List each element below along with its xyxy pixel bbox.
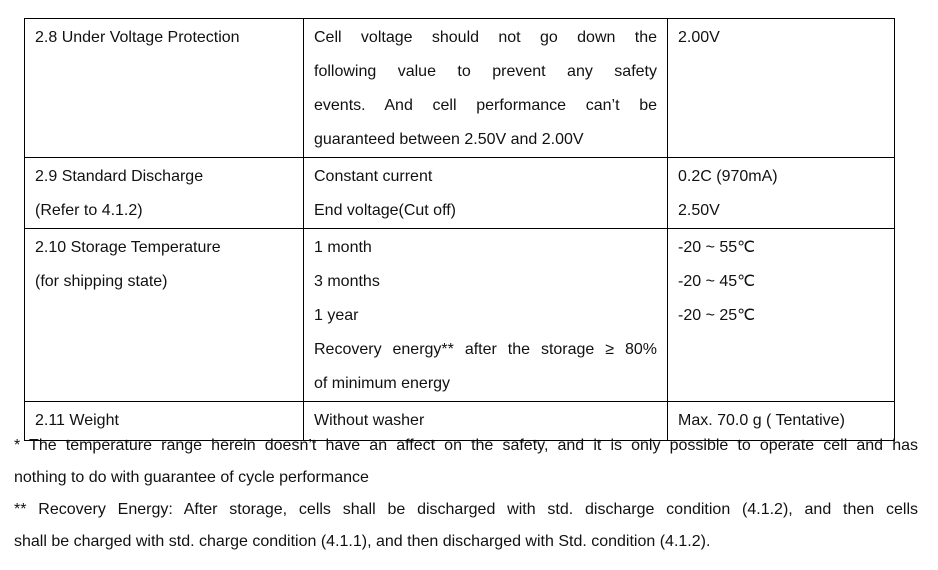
cell-line: -20 ~ 45℃	[678, 273, 756, 290]
cell-value: 0.2C (970mA) 2.50V	[667, 157, 895, 229]
cell-line: 2.8 Under Voltage Protection	[35, 29, 240, 46]
cell-line: -20 ~ 25℃	[678, 307, 756, 324]
cell-line: 2.00V	[678, 29, 720, 46]
footnote-line: shall be charged with std. charge condit…	[14, 533, 711, 550]
cell-line: 1 month	[314, 239, 372, 256]
cell-line: 2.9 Standard Discharge	[35, 168, 204, 185]
table-row: 2.11 Weight Without washer Max. 70.0 g ( T…	[24, 401, 895, 441]
footnote-line: ** Recovery Energy: After storage, cells…	[14, 501, 918, 518]
cell-name: 2.11 Weight	[24, 401, 304, 441]
cell-condition: Without washer	[303, 401, 668, 441]
cell-line: Max. 70.0 g ( Tentative)	[678, 412, 845, 429]
cell-condition: Cell voltage should not go down the follo…	[303, 18, 668, 158]
table-row: 2.9 Standard Discharge (Refer to 4.1.2) Co…	[24, 157, 895, 229]
cell-value: -20 ~ 55℃ -20 ~ 45℃ -20 ~ 25℃	[667, 228, 895, 402]
cell-line: Without washer	[314, 412, 425, 429]
cell-line: End voltage(Cut off)	[314, 202, 457, 219]
cell-line: Constant current	[314, 168, 433, 185]
footnote-line: nothing to do with guarantee of cycle pe…	[14, 469, 369, 486]
cell-line: 1 year	[314, 307, 359, 324]
cell-condition: 1 month 3 months 1 year Recovery energy** a…	[303, 228, 668, 402]
cell-name: 2.10 Storage Temperature (for shipping st…	[24, 228, 304, 402]
cell-line: 2.50V	[678, 202, 720, 219]
cell-line: Cell voltage should not go down the	[314, 29, 657, 46]
footnotes: * The temperature range herein doesn’t h…	[14, 430, 918, 558]
cell-name: 2.9 Standard Discharge (Refer to 4.1.2)	[24, 157, 304, 229]
table-row: 2.10 Storage Temperature (for shipping st…	[24, 228, 895, 402]
cell-value: Max. 70.0 g ( Tentative)	[667, 401, 895, 441]
footnote-line: * The temperature range herein doesn’t h…	[14, 437, 918, 454]
cell-line: following value to prevent any safety	[314, 63, 657, 80]
cell-line: of minimum energy	[314, 375, 451, 392]
cell-condition: Constant current End voltage(Cut off)	[303, 157, 668, 229]
table-row: 2.8 Under Voltage Protection Cell voltage…	[24, 18, 895, 158]
cell-line: guaranteed between 2.50V and 2.00V	[314, 131, 584, 148]
cell-line: 2.10 Storage Temperature	[35, 239, 221, 256]
cell-line: events. And cell performance can’t be	[314, 97, 657, 114]
cell-line: 3 months	[314, 273, 380, 290]
cell-value: 2.00V	[667, 18, 895, 158]
cell-line: (Refer to 4.1.2)	[35, 202, 143, 219]
cell-line: Recovery energy** after the storage ≥ 80…	[314, 341, 657, 358]
spec-table: 2.8 Under Voltage Protection Cell voltage…	[24, 18, 895, 441]
cell-line: -20 ~ 55℃	[678, 239, 756, 256]
cell-line: (for shipping state)	[35, 273, 168, 290]
cell-name: 2.8 Under Voltage Protection	[24, 18, 304, 158]
cell-line: 2.11 Weight	[35, 412, 119, 429]
cell-line: 0.2C (970mA)	[678, 168, 778, 185]
